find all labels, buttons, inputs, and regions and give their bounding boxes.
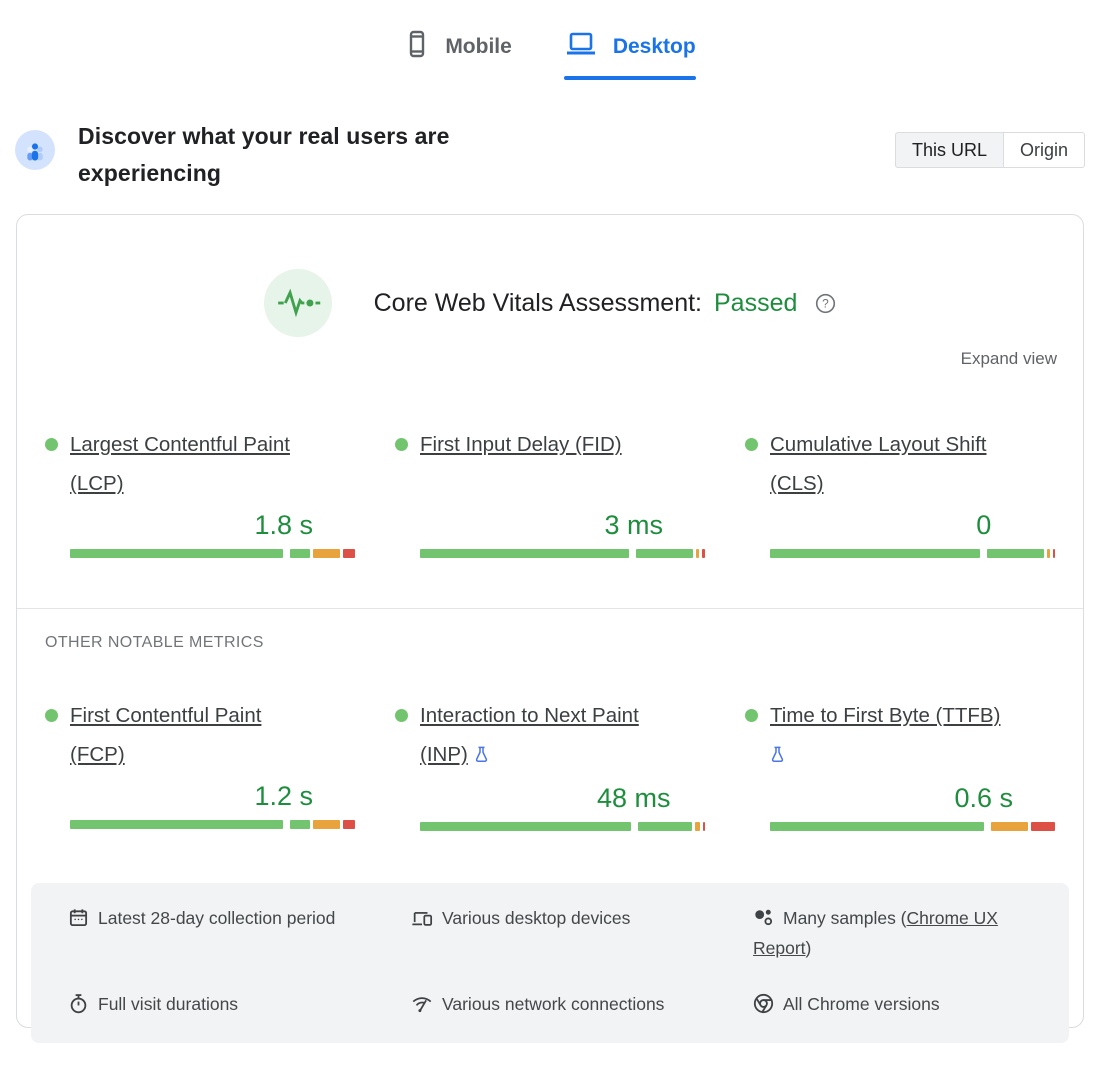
bar-segment-g [635, 549, 694, 558]
metric-ttfb: Time to First Byte (TTFB) 0.6 s [745, 696, 1055, 831]
desktop-devices-item: Various desktop devices [411, 903, 753, 963]
timer-icon [70, 994, 87, 1014]
metric-distribution-bar [770, 549, 1055, 558]
collection-info-panel: Latest 28-day collection period Various … [31, 883, 1069, 1043]
metric-link-cls[interactable]: Cumulative Layout Shift (CLS) [770, 433, 987, 495]
metric-status-dot [745, 709, 758, 722]
scope-toggle: This URL Origin [894, 132, 1085, 168]
bar-segment-g [770, 549, 981, 558]
bar-segment-g [290, 549, 311, 558]
bar-segment-r [343, 820, 355, 829]
bar-segment-o [696, 549, 700, 558]
bar-segment-o [990, 822, 1029, 831]
metric-cls: Cumulative Layout Shift (CLS) 0 [745, 425, 1055, 558]
tab-desktop[interactable]: Desktop [563, 30, 696, 80]
field-data-header: Discover what your real users are experi… [15, 118, 1085, 192]
metric-distribution-bar [70, 549, 355, 558]
bar-segment-o [694, 822, 700, 831]
bar-segment-o [1046, 549, 1050, 558]
assessment-title: Core Web Vitals Assessment: [373, 288, 702, 317]
collection-period-item: Latest 28-day collection period [68, 903, 411, 963]
tab-mobile[interactable]: Mobile [404, 30, 512, 80]
metric-link-lcp[interactable]: Largest Contentful Paint (LCP) [70, 433, 290, 495]
laptop-icon [564, 30, 598, 64]
other-metrics-heading: OTHER NOTABLE METRICS [45, 634, 264, 651]
crux-report-link[interactable]: Chrome UX Report [753, 908, 998, 958]
bar-segment-g [420, 822, 631, 831]
metric-fid: First Input Delay (FID) 3 ms [395, 425, 705, 558]
page-title: Discover what your real users are experi… [78, 123, 450, 186]
visit-durations-item: Full visit durations [68, 989, 411, 1019]
section-divider [17, 608, 1083, 609]
cwv-metrics-row: Largest Contentful Paint (LCP) 1.8 s Firs… [17, 425, 1083, 558]
bar-segment-o [313, 820, 341, 829]
bar-segment-r [1031, 822, 1055, 831]
metric-distribution-bar [420, 549, 705, 558]
assessment-header: Core Web Vitals Assessment: Passed ? [17, 269, 1083, 337]
metric-link-ttfb[interactable]: Time to First Byte (TTFB) [770, 696, 1055, 776]
origin-button[interactable]: Origin [1002, 132, 1085, 168]
metric-link-fcp[interactable]: First Contentful Paint (FCP) [70, 704, 262, 766]
metric-value-inp: 48 ms [596, 783, 671, 813]
tab-mobile-label: Mobile [445, 35, 512, 58]
metric-value-cls: 0 [976, 510, 992, 540]
metric-status-dot [45, 438, 58, 451]
metric-fcp: First Contentful Paint (FCP) 1.2 s [45, 696, 355, 831]
metric-value-ttfb: 0.6 s [954, 783, 1014, 813]
bar-segment-g [290, 820, 311, 829]
svg-text:?: ? [823, 296, 830, 310]
core-web-vitals-card: Core Web Vitals Assessment: Passed ? Exp… [16, 214, 1084, 1043]
metric-status-dot [45, 709, 58, 722]
active-tab-indicator [563, 76, 696, 80]
bar-segment-g [770, 822, 984, 831]
phone-icon [404, 30, 430, 64]
metric-status-dot [395, 438, 408, 451]
bar-segment-o [313, 549, 341, 558]
bar-segment-g [420, 549, 629, 558]
bar-segment-r [703, 822, 705, 831]
bar-segment-g [987, 549, 1044, 558]
chrome-icon [753, 993, 774, 1014]
experimental-flask-icon [474, 745, 489, 768]
real-users-icon [15, 130, 55, 170]
bar-segment-g [637, 822, 692, 831]
metric-distribution-bar [770, 822, 1055, 831]
bar-segment-r [1052, 549, 1055, 558]
chrome-versions-item: All Chrome versions [753, 989, 1053, 1019]
assessment-status: Passed [714, 288, 798, 317]
expand-view-link[interactable]: Expand view [960, 349, 1057, 368]
network-connections-item: Various network connections [411, 989, 753, 1019]
metric-status-dot [745, 438, 758, 451]
metric-lcp: Largest Contentful Paint (LCP) 1.8 s [45, 425, 355, 558]
pulse-icon [263, 269, 332, 337]
metric-link-inp[interactable]: Interaction to Next Paint (INP) [420, 704, 639, 768]
samples-icon [755, 909, 773, 926]
calendar-icon [69, 909, 88, 927]
bar-segment-r [702, 549, 705, 558]
bar-segment-g [70, 549, 283, 558]
metric-link-fid[interactable]: First Input Delay (FID) [420, 433, 622, 456]
bar-segment-r [343, 549, 355, 558]
metric-value-lcp: 1.8 s [254, 510, 314, 540]
many-samples-item: Many samples (Chrome UX Report) [753, 908, 998, 958]
device-tabs: Mobile Desktop [0, 0, 1100, 80]
other-metrics-row: First Contentful Paint (FCP) 1.2 s Intera… [17, 696, 1083, 831]
metric-status-dot [395, 709, 408, 722]
metric-distribution-bar [70, 820, 355, 829]
metric-value-fcp: 1.2 s [254, 781, 314, 811]
metric-distribution-bar [420, 822, 705, 831]
bar-segment-g [70, 820, 283, 829]
network-icon [412, 997, 432, 1013]
help-icon[interactable]: ? [815, 293, 836, 314]
tab-desktop-label: Desktop [612, 35, 696, 58]
experimental-flask-icon [770, 745, 785, 768]
devices-icon [412, 912, 433, 926]
metric-value-fid: 3 ms [604, 510, 664, 540]
metric-inp: Interaction to Next Paint (INP) 48 ms [395, 696, 705, 831]
this-url-button[interactable]: This URL [894, 132, 1004, 168]
